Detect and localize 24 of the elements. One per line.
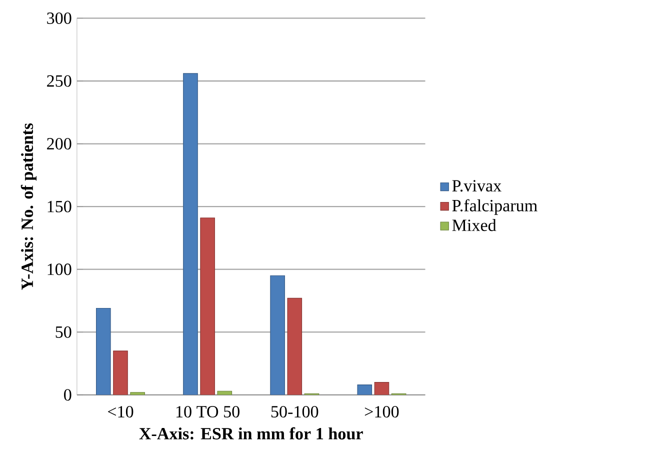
bar — [183, 73, 198, 395]
y-tick-label: 50 — [56, 326, 72, 338]
y-tick-label: 0 — [64, 389, 72, 401]
x-tick-label: >100 — [364, 406, 399, 418]
x-axis-title: X-Axis: ESR in mm for 1 hour — [139, 427, 363, 440]
legend-label: Mixed — [452, 219, 496, 232]
legend-label: P.vivax — [452, 180, 502, 192]
legend-label: P.falciparum — [452, 199, 538, 215]
y-tick-label: 250 — [47, 75, 72, 87]
x-tick-label: 10 TO 50 — [176, 406, 240, 418]
y-axis-title: Y-Axis: No. of patients — [20, 123, 37, 290]
bar — [357, 384, 372, 395]
bar — [113, 350, 128, 395]
y-tick-label: 150 — [48, 200, 72, 212]
x-tick-label: 50-100 — [271, 406, 318, 418]
y-tick-label: 200 — [47, 138, 72, 150]
bar — [270, 275, 285, 395]
bar — [96, 308, 111, 395]
bar — [200, 218, 215, 395]
y-tick-label: 100 — [48, 264, 72, 276]
bar — [287, 298, 302, 395]
y-tick-label: 300 — [47, 12, 72, 24]
bar — [374, 382, 390, 395]
x-tick-label: <10 — [108, 406, 134, 418]
